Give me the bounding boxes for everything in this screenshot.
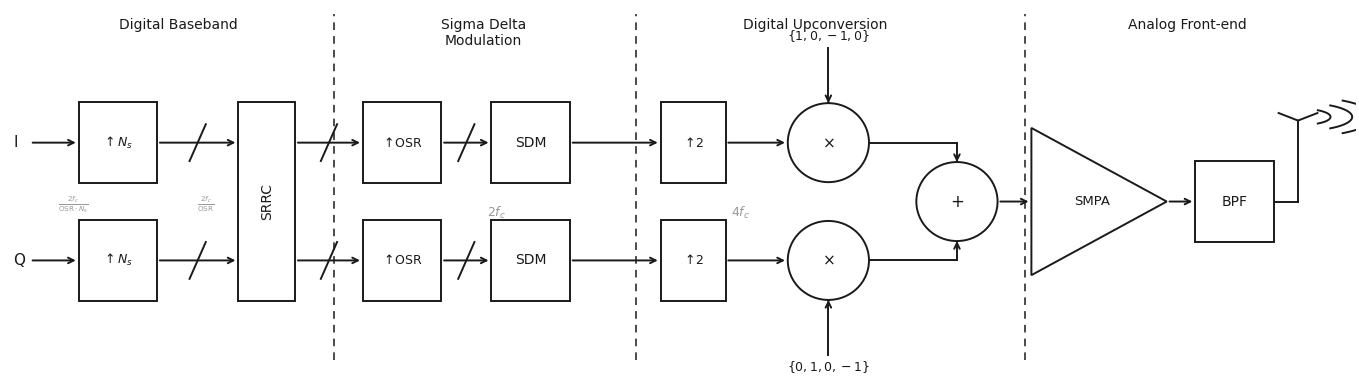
- Text: $\times$: $\times$: [822, 253, 834, 268]
- Text: $\uparrow N_s$: $\uparrow N_s$: [102, 252, 133, 269]
- Text: $4f_c$: $4f_c$: [731, 205, 750, 221]
- Ellipse shape: [916, 162, 998, 241]
- Bar: [363, 102, 442, 183]
- Text: Q: Q: [14, 253, 26, 268]
- Text: $\uparrow\!\mathrm{OSR}$: $\uparrow\!\mathrm{OSR}$: [382, 253, 423, 268]
- Text: $\frac{2f_c}{\mathrm{OSR}}$: $\frac{2f_c}{\mathrm{OSR}}$: [197, 194, 215, 214]
- Bar: [79, 102, 158, 183]
- Bar: [660, 102, 726, 183]
- Text: SRRC: SRRC: [260, 183, 273, 220]
- Text: Digital Upconversion: Digital Upconversion: [742, 17, 887, 32]
- Text: Analog Front-end: Analog Front-end: [1128, 17, 1246, 32]
- Text: $\uparrow\!2$: $\uparrow\!2$: [682, 136, 704, 150]
- Bar: [492, 220, 569, 301]
- Text: $\uparrow\!\mathrm{OSR}$: $\uparrow\!\mathrm{OSR}$: [382, 136, 423, 150]
- Text: $\{0, 1, 0, -1\}$: $\{0, 1, 0, -1\}$: [787, 359, 870, 375]
- Text: $\uparrow\!2$: $\uparrow\!2$: [682, 253, 704, 268]
- Bar: [363, 220, 442, 301]
- Text: SDM: SDM: [515, 136, 546, 150]
- Bar: [238, 102, 295, 301]
- Bar: [79, 220, 158, 301]
- Bar: [660, 220, 726, 301]
- Polygon shape: [1031, 128, 1167, 275]
- Text: SDM: SDM: [515, 253, 546, 268]
- Text: I: I: [14, 135, 18, 150]
- Text: $+$: $+$: [950, 193, 964, 211]
- Text: SMPA: SMPA: [1075, 195, 1110, 208]
- Text: $2f_c$: $2f_c$: [488, 205, 507, 221]
- Ellipse shape: [788, 103, 868, 182]
- Bar: [492, 102, 569, 183]
- Text: Sigma Delta
Modulation: Sigma Delta Modulation: [440, 17, 526, 48]
- Text: $\uparrow N_s$: $\uparrow N_s$: [102, 135, 133, 151]
- Ellipse shape: [788, 221, 868, 300]
- Bar: [1195, 161, 1273, 242]
- Text: $\frac{2f_c}{\mathrm{OSR} \cdot N_s}$: $\frac{2f_c}{\mathrm{OSR} \cdot N_s}$: [57, 194, 88, 215]
- Text: $\{1, 0, -1, 0\}$: $\{1, 0, -1, 0\}$: [787, 28, 870, 44]
- Text: Digital Baseband: Digital Baseband: [120, 17, 238, 32]
- Text: BPF: BPF: [1222, 195, 1248, 209]
- Text: $\times$: $\times$: [822, 135, 834, 150]
